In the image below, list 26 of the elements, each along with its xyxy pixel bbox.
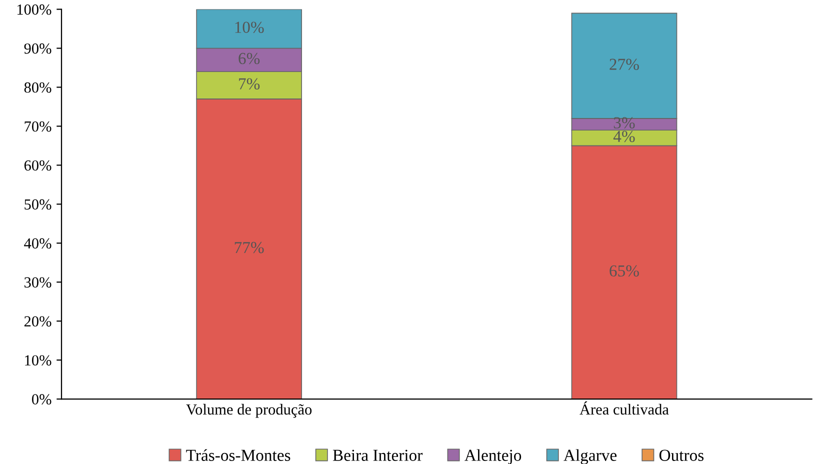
x-tick-label: Volume de produção xyxy=(186,404,312,418)
data-label: 4% xyxy=(613,130,635,142)
legend-label: Trás-os-Montes xyxy=(186,449,290,461)
x-tick-label: Área cultivada xyxy=(580,401,669,415)
y-tick-label: 70% xyxy=(24,121,52,132)
y-tick-label: 60% xyxy=(24,160,52,171)
y-tick-label: 10% xyxy=(25,355,52,366)
y-tick-label: 100% xyxy=(17,4,52,15)
y-tick-label: 90% xyxy=(24,43,52,54)
y-tick-label: 30% xyxy=(24,277,52,288)
legend-label: Alentejo xyxy=(464,449,522,464)
y-tick-label: 50% xyxy=(24,199,52,210)
data-label: 6% xyxy=(238,52,260,64)
y-tick-label: 20% xyxy=(24,316,52,327)
y-tick-label: 80% xyxy=(24,82,52,93)
legend-label: Algarve xyxy=(564,449,617,464)
data-label: 3% xyxy=(614,117,635,128)
data-label: 27% xyxy=(610,58,639,70)
data-label: 77% xyxy=(234,242,264,254)
y-tick-label: 40% xyxy=(24,238,52,249)
legend-label: Outros xyxy=(659,450,704,461)
data-label: 10% xyxy=(235,22,264,33)
data-label: 7% xyxy=(239,78,260,90)
y-tick-label: 0% xyxy=(32,394,52,405)
data-label: 65% xyxy=(610,265,639,277)
legend-label: Beira Interior xyxy=(332,450,423,461)
